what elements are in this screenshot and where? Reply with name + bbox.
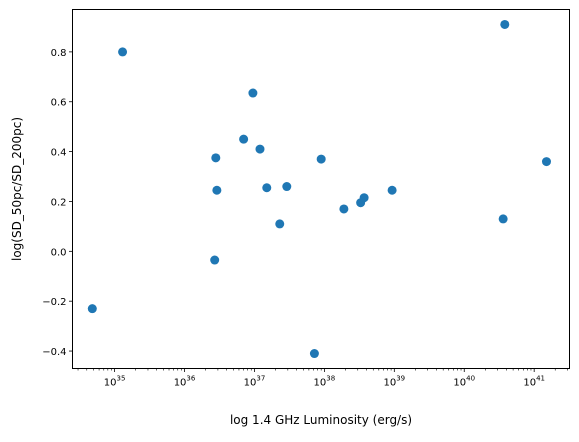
- data-point: [248, 88, 258, 98]
- y-tick-label: −0.2: [42, 297, 66, 308]
- x-tick-label: 1035: [104, 375, 126, 389]
- data-point: [212, 185, 222, 195]
- data-point: [275, 219, 285, 229]
- y-tick-label: 0.8: [51, 48, 67, 59]
- y-tick-label: 0.4: [51, 148, 67, 159]
- data-point: [316, 154, 326, 164]
- data-point: [498, 214, 508, 224]
- y-tick-label: 0.0: [51, 247, 67, 258]
- x-tick-label: 1037: [244, 375, 266, 389]
- y-tick-label: 0.6: [51, 98, 67, 109]
- data-point: [309, 349, 319, 359]
- data-point: [210, 255, 220, 265]
- data-point: [118, 47, 128, 57]
- x-axis-label: log 1.4 GHz Luminosity (erg/s): [230, 413, 412, 427]
- data-point: [211, 153, 221, 163]
- data-point: [262, 183, 272, 193]
- y-tick-label: 0.2: [51, 197, 67, 208]
- data-point: [541, 157, 551, 167]
- y-axis-label: log(SD_50pc/SD_200pc): [10, 117, 24, 261]
- data-point: [359, 193, 369, 203]
- y-tick-label: −0.4: [42, 347, 66, 358]
- data-point: [282, 182, 292, 192]
- data-point: [255, 144, 265, 154]
- points-layer: [87, 19, 551, 359]
- data-point: [339, 204, 349, 214]
- data-point: [87, 304, 97, 314]
- x-tick-label: 1038: [314, 375, 336, 389]
- data-point: [239, 134, 249, 144]
- ticks-layer: −0.4 −0.2 0.0 0.2 0.4 0.6 0.8 1035 1036 1037 1038 1…: [42, 48, 568, 389]
- x-tick-label: 1040: [453, 375, 475, 389]
- data-point: [387, 185, 397, 195]
- x-tick-label: 1039: [383, 375, 405, 389]
- x-tick-label: 1036: [174, 375, 196, 389]
- data-point: [500, 19, 510, 29]
- plot-area-frame: [72, 9, 570, 369]
- x-tick-label: 1041: [523, 375, 545, 389]
